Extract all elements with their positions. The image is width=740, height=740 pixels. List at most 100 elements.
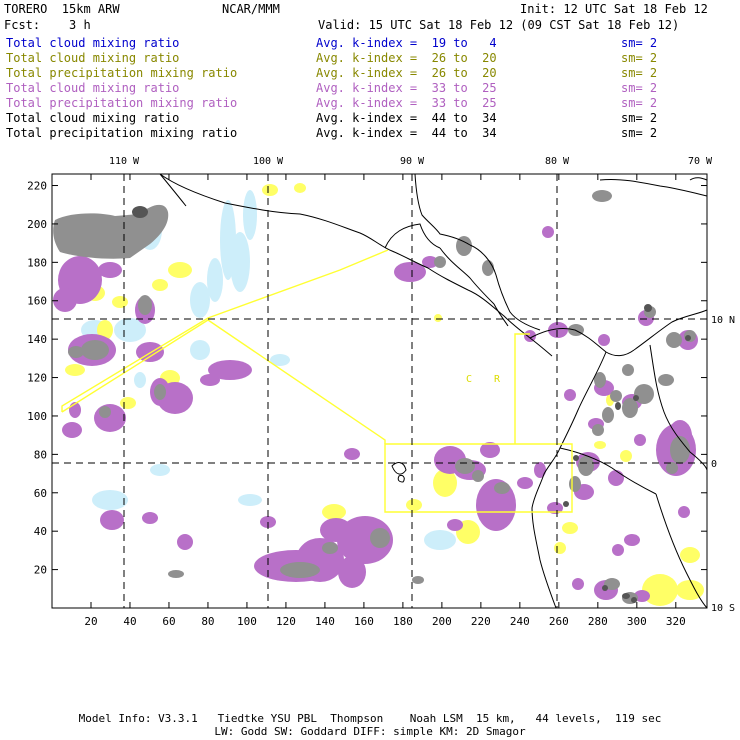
violet-precip bbox=[542, 226, 554, 238]
violet-precip bbox=[572, 578, 584, 590]
violet-precip bbox=[624, 534, 640, 546]
violet-precip bbox=[100, 510, 124, 530]
legend-sm: sm= 2 bbox=[621, 81, 658, 95]
x-tick-label: 200 bbox=[432, 615, 452, 628]
legend-kindex: Avg. k-index = 44 to 34 bbox=[316, 111, 497, 125]
violet-precip bbox=[62, 422, 82, 438]
lat-lon-grid bbox=[52, 174, 707, 608]
guatemala-border bbox=[384, 223, 441, 249]
x-tick-label: 220 bbox=[471, 615, 491, 628]
yellow-cloud bbox=[620, 450, 632, 462]
gray-cloud bbox=[99, 406, 111, 418]
yellow-cloud bbox=[562, 522, 578, 534]
legend-name: Total cloud mixing ratio bbox=[6, 51, 180, 65]
legend-kindex: Avg. k-index = 33 to 25 bbox=[316, 96, 497, 110]
gray-cloud bbox=[482, 260, 494, 276]
violet-precip bbox=[634, 590, 650, 602]
legend-name: Total cloud mixing ratio bbox=[6, 81, 180, 95]
y-tick-label: 80 bbox=[34, 448, 47, 461]
dark-gray-core bbox=[644, 304, 652, 312]
gray-cloud-layer bbox=[53, 190, 696, 604]
violet-precip bbox=[480, 442, 500, 458]
lon-label: 110 W bbox=[109, 156, 140, 167]
dark-gray-core bbox=[631, 597, 637, 603]
coastlines bbox=[159, 173, 708, 609]
gray-cloud bbox=[666, 332, 682, 348]
legend-kindex: Avg. k-index = 26 to 20 bbox=[316, 66, 497, 80]
dark-gray-core bbox=[563, 501, 569, 507]
yellow-cloud bbox=[680, 547, 700, 563]
panama-coast bbox=[529, 327, 635, 357]
gray-cloud bbox=[602, 407, 614, 423]
x-tick-label: 280 bbox=[588, 615, 608, 628]
geo-labels: 110 W 100 W 90 W 80 W 70 W 10 N 0 10 S bbox=[109, 156, 735, 614]
model-title: TORERO 15km ARW bbox=[4, 2, 120, 16]
dark-gray-core bbox=[132, 206, 148, 218]
yellow-cloud bbox=[152, 279, 168, 291]
violet-precip bbox=[524, 330, 536, 342]
domain-inner bbox=[384, 443, 573, 513]
mexico-coast bbox=[159, 173, 553, 357]
x-tick-label: 20 bbox=[84, 615, 97, 628]
gray-cloud bbox=[604, 578, 620, 590]
yellow-cloud bbox=[120, 397, 136, 409]
lon-label: 70 W bbox=[688, 156, 713, 167]
forecast-hour: Fcst: 3 h bbox=[4, 18, 91, 32]
y-tick-label: 120 bbox=[27, 372, 47, 385]
gray-cloud bbox=[456, 236, 472, 256]
gray-cloud bbox=[280, 562, 320, 578]
gray-cloud bbox=[472, 470, 484, 482]
violet-precip bbox=[547, 502, 563, 514]
violet-precip bbox=[447, 519, 463, 531]
violet-precip bbox=[564, 389, 576, 401]
init-time: Init: 12 UTC Sat 18 Feb 12 bbox=[520, 2, 708, 16]
violet-precip bbox=[678, 506, 690, 518]
gray-cloud bbox=[322, 542, 338, 554]
violet-precip bbox=[394, 262, 426, 282]
caribbean-coast bbox=[469, 244, 541, 331]
light-blue-cloud bbox=[230, 232, 250, 292]
legend-kindex: Avg. k-index = 19 to 4 bbox=[316, 36, 497, 50]
domain-boundaries bbox=[61, 249, 573, 513]
station-label-c: C bbox=[466, 374, 472, 385]
gray-cloud bbox=[634, 384, 654, 404]
violet-precip bbox=[344, 448, 360, 460]
yellow-cloud bbox=[322, 504, 346, 520]
y-tick-label: 40 bbox=[34, 525, 47, 538]
peru-border bbox=[655, 493, 708, 609]
legend-name: Total cloud mixing ratio bbox=[6, 111, 180, 125]
station-label-r: R bbox=[494, 374, 501, 385]
dark-gray-core bbox=[602, 585, 608, 591]
colombia-coast bbox=[531, 351, 607, 609]
yellow-cloud bbox=[294, 183, 306, 193]
violet-precip bbox=[98, 262, 122, 278]
yellow-cloud bbox=[554, 542, 566, 554]
violet-precip bbox=[598, 334, 610, 346]
legend-kindex: Avg. k-index = 33 to 25 bbox=[316, 81, 497, 95]
baja-coast bbox=[159, 173, 187, 207]
domain-outer bbox=[61, 249, 389, 444]
hispaniola-coast bbox=[689, 177, 708, 181]
x-tick-label: 260 bbox=[549, 615, 569, 628]
y-tick-label: 20 bbox=[34, 564, 47, 577]
footer-physics: LW: Godd SW: Goddard DIFF: simple KM: 2D… bbox=[214, 725, 526, 738]
violet-precip bbox=[612, 544, 624, 556]
ecuador-border bbox=[559, 447, 657, 495]
gray-cloud bbox=[68, 346, 84, 358]
x-tick-label: 140 bbox=[315, 615, 335, 628]
south-america-north bbox=[633, 309, 708, 351]
axis-tick-labels: 20 40 60 80 100 120 140 160 180 200 220 240 260 280 30… bbox=[27, 180, 686, 628]
yellow-cloud bbox=[642, 574, 678, 606]
galapagos-island bbox=[391, 462, 407, 475]
gray-cloud bbox=[569, 476, 581, 492]
lat-label: 10 S bbox=[711, 603, 735, 614]
violet-precip bbox=[200, 374, 220, 386]
legend-sm: sm= 2 bbox=[621, 66, 658, 80]
y-tick-label: 180 bbox=[27, 256, 47, 269]
light-blue-cloud bbox=[134, 372, 146, 388]
light-blue-cloud bbox=[424, 530, 456, 550]
yellow-cloud bbox=[112, 296, 128, 308]
x-tick-label: 240 bbox=[510, 615, 530, 628]
y-tick-label: 200 bbox=[27, 218, 47, 231]
yellow-cloud bbox=[406, 499, 422, 511]
